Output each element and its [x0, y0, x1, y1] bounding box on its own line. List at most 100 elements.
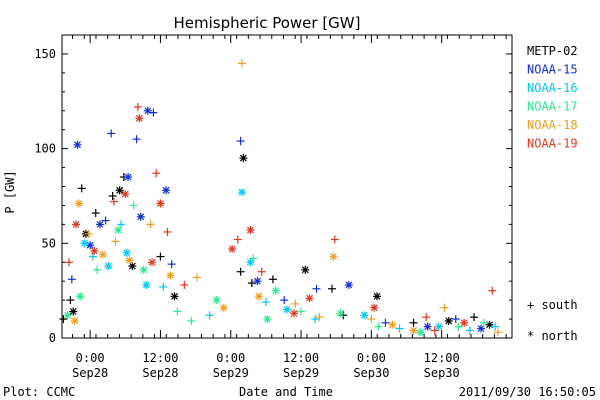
data-point-metp-02	[236, 267, 245, 276]
data-point-noaa-15	[143, 106, 152, 115]
data-point-noaa-15	[312, 284, 321, 293]
data-point-metp-02	[77, 184, 86, 193]
legend-entry-noaa-17: NOAA-17	[527, 100, 578, 114]
x-axis-ticks: 0:00Sep2812:00Sep280:00Sep2912:00Sep290:…	[72, 35, 507, 380]
chart-title: Hemispheric Power [GW]	[174, 14, 361, 32]
data-point-noaa-16	[142, 280, 151, 289]
data-point-noaa-17	[93, 265, 102, 274]
data-point-noaa-17	[129, 201, 138, 210]
data-point-noaa-18	[238, 59, 246, 68]
data-point-noaa-17	[416, 328, 425, 337]
data-point-metp-02	[470, 313, 479, 322]
x-tick-label-date: Sep29	[213, 366, 249, 380]
data-point-noaa-17	[271, 286, 280, 295]
data-point-noaa-15	[107, 129, 116, 138]
data-point-noaa-19	[133, 102, 142, 111]
data-point-noaa-17	[263, 315, 272, 324]
data-point-noaa-17	[297, 307, 306, 316]
x-tick-label-date: Sep29	[283, 366, 319, 380]
marker-legend-entry: + south	[527, 298, 578, 312]
legend-entry-noaa-18: NOAA-18	[527, 118, 578, 132]
data-point-noaa-18	[219, 303, 228, 312]
data-point-noaa-16	[465, 326, 474, 335]
data-point-noaa-18	[291, 299, 300, 308]
data-point-noaa-18	[98, 250, 107, 259]
data-point-noaa-19	[233, 235, 242, 244]
data-point-noaa-15	[451, 315, 460, 324]
data-point-noaa-17	[374, 322, 383, 331]
marker-legend-entry: * north	[527, 329, 578, 343]
data-point-noaa-15	[86, 241, 95, 250]
data-point-noaa-18	[146, 220, 155, 229]
y-tick-label: 50	[42, 236, 56, 250]
data-point-metp-02	[444, 316, 453, 325]
legend: METP-02 NOAA-15 NOAA-16 NOAA-17 NOAA-18 NOAA-…	[527, 44, 578, 151]
data-point-noaa-19	[90, 246, 99, 255]
data-point-noaa-18	[409, 326, 418, 335]
y-tick-label: 100	[34, 142, 56, 156]
x-tick-label-time: 12:00	[283, 351, 319, 365]
data-point-metp-02	[66, 296, 75, 305]
data-point-noaa-15	[136, 212, 145, 221]
x-tick-label-time: 12:00	[142, 351, 178, 365]
data-point-noaa-15	[73, 140, 82, 149]
data-point-noaa-17	[187, 316, 196, 325]
data-point-noaa-16	[159, 282, 168, 291]
data-point-noaa-19	[422, 313, 431, 322]
data-point-noaa-19	[152, 169, 161, 178]
data-point-noaa-18	[125, 256, 134, 265]
data-point-noaa-16	[261, 298, 270, 307]
data-point-metp-02	[91, 209, 100, 218]
data-point-metp-02	[69, 307, 78, 316]
data-point-noaa-15	[167, 260, 176, 269]
data-point-noaa-18	[166, 271, 175, 280]
legend-entry-noaa-16: NOAA-16	[527, 81, 578, 95]
x-axis-label: Date and Time	[239, 385, 333, 399]
data-point-noaa-19	[257, 267, 266, 276]
data-point-noaa-15	[344, 280, 353, 289]
data-point-noaa-19	[228, 244, 237, 253]
data-point-noaa-19	[330, 235, 339, 244]
data-point-noaa-18	[84, 229, 93, 238]
data-point-noaa-15	[132, 135, 141, 144]
data-point-noaa-19	[163, 227, 172, 236]
data-point-noaa-16	[238, 188, 246, 197]
data-point-noaa-19	[121, 190, 130, 199]
y-tick-label: 0	[49, 331, 56, 345]
legend-entry-noaa-19: NOAA-19	[527, 137, 578, 151]
data-point-noaa-15	[95, 220, 104, 229]
y-axis-ticks: 0 50 100 150	[34, 47, 512, 345]
data-point-noaa-16	[122, 248, 131, 257]
data-point-noaa-16	[491, 322, 500, 331]
data-point-noaa-18	[74, 199, 83, 208]
data-point-noaa-15	[149, 108, 158, 117]
x-tick-label-time: 12:00	[424, 351, 460, 365]
data-point-noaa-18	[388, 320, 397, 329]
data-point-noaa-19	[460, 318, 469, 327]
x-tick-label-date: Sep28	[142, 366, 178, 380]
y-axis-label: P [GW]	[3, 170, 17, 213]
data-point-noaa-16	[205, 311, 214, 320]
data-point-noaa-19	[290, 309, 299, 318]
data-point-metp-02	[301, 265, 310, 274]
data-point-noaa-15	[477, 324, 486, 333]
data-point-metp-02	[485, 320, 494, 329]
data-point-noaa-19	[305, 294, 314, 303]
data-point-noaa-19	[135, 114, 144, 123]
data-point-noaa-15	[236, 137, 245, 146]
data-point-noaa-17	[249, 254, 258, 263]
data-point-noaa-19	[430, 326, 439, 335]
data-point-noaa-18	[254, 292, 263, 301]
data-point-metp-02	[156, 252, 165, 261]
data-point-noaa-17	[114, 226, 123, 235]
data-point-noaa-17	[454, 322, 463, 331]
data-point-noaa-16	[283, 305, 291, 314]
data-point-noaa-16	[88, 252, 97, 261]
data-points	[59, 59, 502, 337]
data-point-noaa-15	[162, 186, 171, 195]
data-point-noaa-18	[193, 273, 201, 282]
data-point-noaa-18	[329, 252, 338, 261]
data-point-noaa-15	[101, 216, 110, 225]
data-point-noaa-19	[370, 303, 379, 312]
x-tick-label-date: Sep28	[72, 366, 108, 380]
